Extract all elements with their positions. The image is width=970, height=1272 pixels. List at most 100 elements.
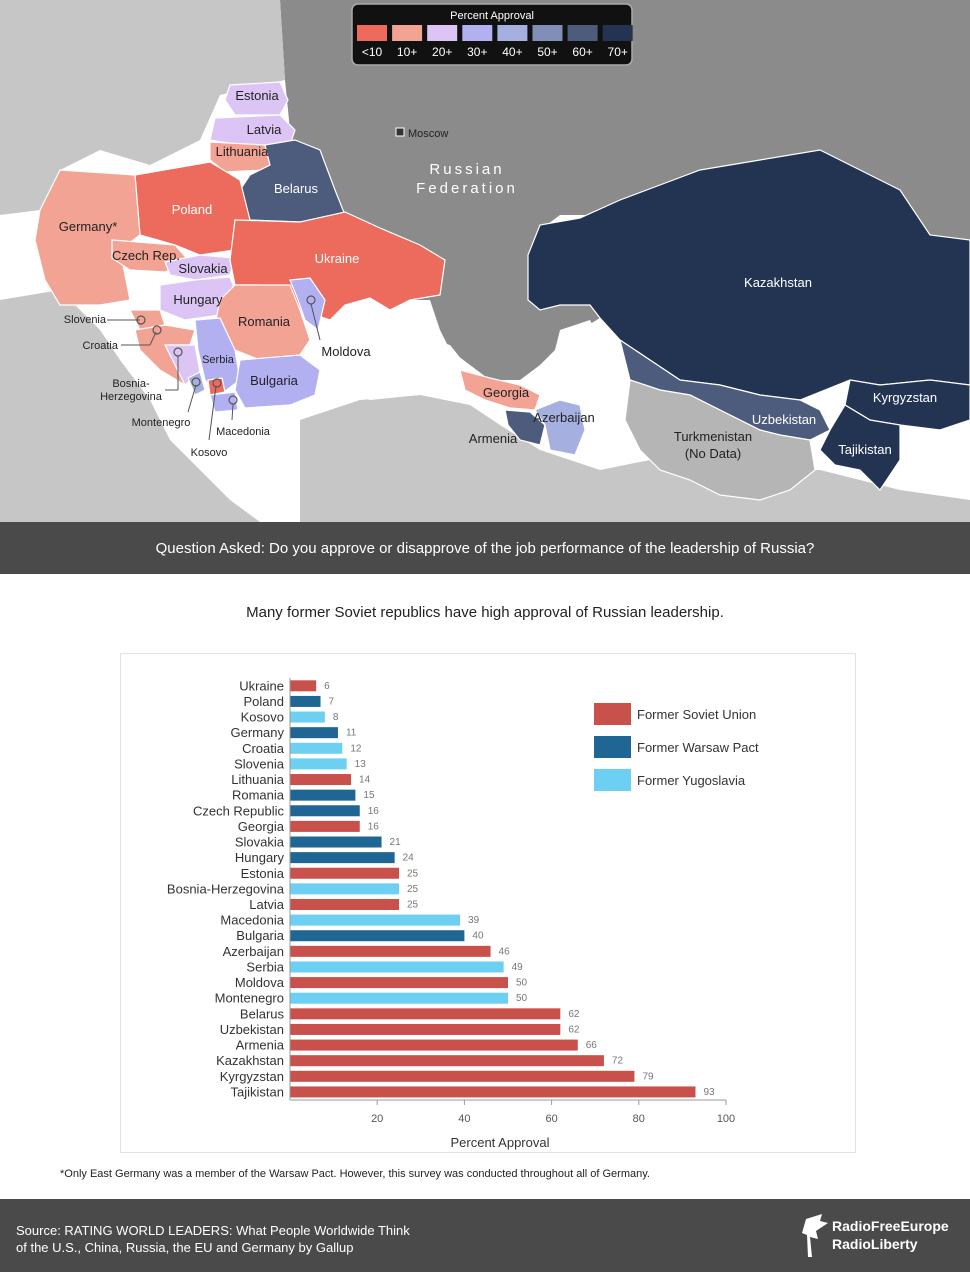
value-label: 14 bbox=[359, 775, 371, 786]
category-label: Bosnia-Herzegovina bbox=[167, 881, 285, 896]
source-line-1: Source: RATING WORLD LEADERS: What Peopl… bbox=[16, 1223, 410, 1238]
turkmenistan-shape bbox=[624, 379, 816, 501]
label-lithuania: Lithuania bbox=[216, 144, 270, 159]
value-label: 62 bbox=[568, 1009, 580, 1020]
legend-bin-swatch bbox=[497, 25, 528, 41]
bar bbox=[290, 914, 461, 926]
legend-bin-label: 30+ bbox=[467, 45, 487, 59]
bar bbox=[290, 898, 399, 910]
rferl-logo: RadioFreeEurope RadioLiberty bbox=[800, 1211, 960, 1261]
label-estonia: Estonia bbox=[235, 88, 279, 103]
bulgaria-shape bbox=[234, 354, 321, 409]
category-label: Armenia bbox=[236, 1038, 285, 1053]
label-moldova: Moldova bbox=[321, 344, 371, 359]
value-label: 16 bbox=[368, 806, 380, 817]
bosnia-pin bbox=[173, 347, 183, 357]
value-label: 66 bbox=[586, 1040, 598, 1051]
legend-bin-swatch bbox=[532, 25, 563, 41]
label-romania: Romania bbox=[238, 314, 291, 329]
label-tajikistan: Tajikistan bbox=[838, 442, 891, 457]
value-label: 24 bbox=[403, 853, 415, 864]
legend-bin-label: <10 bbox=[362, 45, 383, 59]
legend-label: Former Yugoslavia bbox=[637, 772, 746, 788]
category-label: Croatia bbox=[242, 741, 285, 756]
grey-land-turkey bbox=[300, 395, 970, 522]
macedonia-callout bbox=[231, 403, 234, 421]
azerbaijan-shape bbox=[534, 399, 586, 456]
value-label: 50 bbox=[516, 993, 528, 1004]
russia-region bbox=[280, 0, 970, 380]
question-bar: Question Asked: Do you approve or disapp… bbox=[0, 522, 970, 574]
bar bbox=[290, 992, 508, 1004]
label-bosnia-2: Herzegovina bbox=[100, 391, 163, 403]
label-serbia: Serbia bbox=[202, 354, 235, 366]
bar bbox=[290, 680, 317, 692]
logo-line-2: RadioLiberty bbox=[832, 1236, 918, 1252]
category-label: Slovenia bbox=[234, 756, 285, 771]
value-label: 62 bbox=[568, 1024, 580, 1035]
serbia-shape bbox=[194, 317, 241, 396]
bar bbox=[290, 867, 399, 879]
bar bbox=[290, 1023, 561, 1035]
map-legend: Percent Approval <10 10+ 20+ 30+ 40+ 50+ 60+ 70… bbox=[351, 3, 633, 66]
legend-label: Former Soviet Union bbox=[637, 706, 757, 722]
category-label: Uzbekistan bbox=[220, 1022, 284, 1037]
germany-shape bbox=[34, 169, 141, 306]
label-uzbekistan: Uzbekistan bbox=[752, 412, 816, 427]
x-tick-label: 40 bbox=[458, 1113, 470, 1125]
value-label: 12 bbox=[350, 743, 362, 754]
moldova-pin bbox=[306, 295, 316, 305]
logo-text: RadioFreeEurope RadioLiberty bbox=[832, 1217, 949, 1253]
caspian-sea bbox=[555, 320, 620, 470]
legend-swatch bbox=[594, 703, 631, 725]
chart-legend: Former Soviet Union Former Warsaw Pact For… bbox=[594, 703, 759, 802]
value-label: 6 bbox=[324, 681, 330, 692]
bar bbox=[290, 727, 338, 739]
category-label: Poland bbox=[244, 694, 284, 709]
category-label: Lithuania bbox=[231, 772, 285, 787]
bar bbox=[290, 961, 504, 973]
legend-item: Former Warsaw Pact bbox=[594, 736, 759, 758]
value-label: 13 bbox=[355, 759, 367, 770]
approval-map: Moscow Russian Federation Estonia Latvia… bbox=[0, 0, 970, 522]
label-macedonia: Macedonia bbox=[216, 426, 271, 438]
bar bbox=[290, 1039, 578, 1051]
legend-bin-label: 20+ bbox=[432, 45, 452, 59]
label-slovakia: Slovakia bbox=[178, 261, 228, 276]
legend-bin-label: 10+ bbox=[397, 45, 417, 59]
value-label: 11 bbox=[346, 728, 357, 739]
label-kazakhstan: Kazakhstan bbox=[744, 275, 812, 290]
label-ukraine: Ukraine bbox=[315, 251, 360, 266]
bar bbox=[290, 930, 465, 942]
bar bbox=[290, 805, 360, 817]
label-montenegro: Montenegro bbox=[132, 417, 191, 429]
label-bulgaria: Bulgaria bbox=[250, 373, 298, 388]
bar bbox=[290, 883, 399, 895]
value-label: 49 bbox=[512, 962, 524, 973]
x-tick-label: 80 bbox=[633, 1113, 645, 1125]
question-text: Question Asked: Do you approve or disapp… bbox=[155, 539, 815, 557]
legend-bin-swatch bbox=[357, 25, 387, 41]
value-label: 7 bbox=[329, 696, 335, 707]
map-legend-title: Percent Approval bbox=[450, 10, 534, 22]
category-label: Bulgaria bbox=[236, 928, 284, 943]
legend-bin-label: 60+ bbox=[572, 45, 592, 59]
value-label: 25 bbox=[407, 868, 419, 879]
category-label: Romania bbox=[232, 788, 285, 803]
category-label: Hungary bbox=[235, 850, 285, 865]
value-label: 79 bbox=[642, 1071, 654, 1082]
x-tick-label: 100 bbox=[717, 1113, 735, 1125]
category-label: Estonia bbox=[241, 866, 285, 881]
footnote: *Only East Germany was a member of the W… bbox=[60, 1168, 650, 1180]
category-label: Germany bbox=[231, 725, 285, 740]
map-svg: Moscow Russian Federation Estonia Latvia… bbox=[0, 0, 970, 522]
legend-bin-swatch bbox=[427, 25, 458, 41]
slovenia-pin bbox=[136, 315, 146, 325]
bar bbox=[290, 758, 347, 770]
label-hungary: Hungary bbox=[173, 292, 223, 307]
legend-bin-swatch bbox=[392, 25, 423, 41]
label-kosovo: Kosovo bbox=[191, 447, 228, 459]
grey-land-west bbox=[0, 0, 285, 215]
legend-bin-swatch bbox=[567, 25, 598, 41]
tajikistan-shape bbox=[819, 404, 901, 491]
